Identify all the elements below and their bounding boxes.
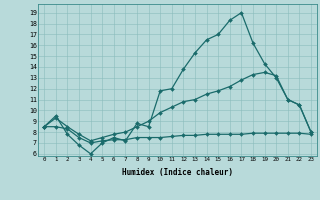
- X-axis label: Humidex (Indice chaleur): Humidex (Indice chaleur): [122, 168, 233, 177]
